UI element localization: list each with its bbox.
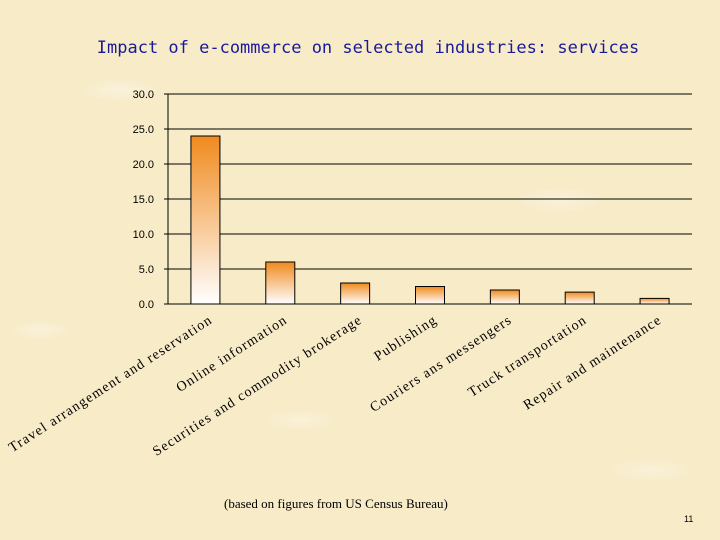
- y-tick-label: 15.0: [133, 194, 154, 206]
- bar: [639, 297, 670, 305]
- x-category-label: Truck transportation: [466, 313, 590, 401]
- x-axis-labels: Travel arrangement and reservationOnline…: [6, 313, 664, 460]
- bar: [489, 289, 520, 305]
- chart-title: Impact of e-commerce on selected industr…: [96, 38, 640, 58]
- y-tick-label: 10.0: [133, 229, 154, 241]
- y-axis-ticks: 0.0 5.0 10.0 15.0 20.0 25.0 30.0: [133, 89, 169, 311]
- bars: [190, 135, 670, 305]
- y-tick-label: 30.0: [133, 89, 154, 101]
- x-category-label: Couriers ans messengers: [368, 313, 515, 416]
- gridlines: [168, 93, 692, 305]
- bar: [564, 291, 595, 305]
- y-tick-label: 5.0: [139, 264, 154, 276]
- bar: [190, 135, 221, 305]
- x-category-label: Publishing: [372, 313, 440, 365]
- x-category-label: Repair and maintenance: [521, 313, 665, 414]
- y-tick-label: 25.0: [133, 124, 154, 136]
- bar: [265, 261, 296, 305]
- y-tick-label: 0.0: [139, 299, 154, 311]
- source-note: (based on figures from US Census Bureau): [224, 496, 448, 511]
- page-number: 11: [684, 514, 694, 524]
- y-tick-label: 20.0: [133, 159, 154, 171]
- bar: [340, 282, 371, 305]
- bar: [415, 286, 445, 305]
